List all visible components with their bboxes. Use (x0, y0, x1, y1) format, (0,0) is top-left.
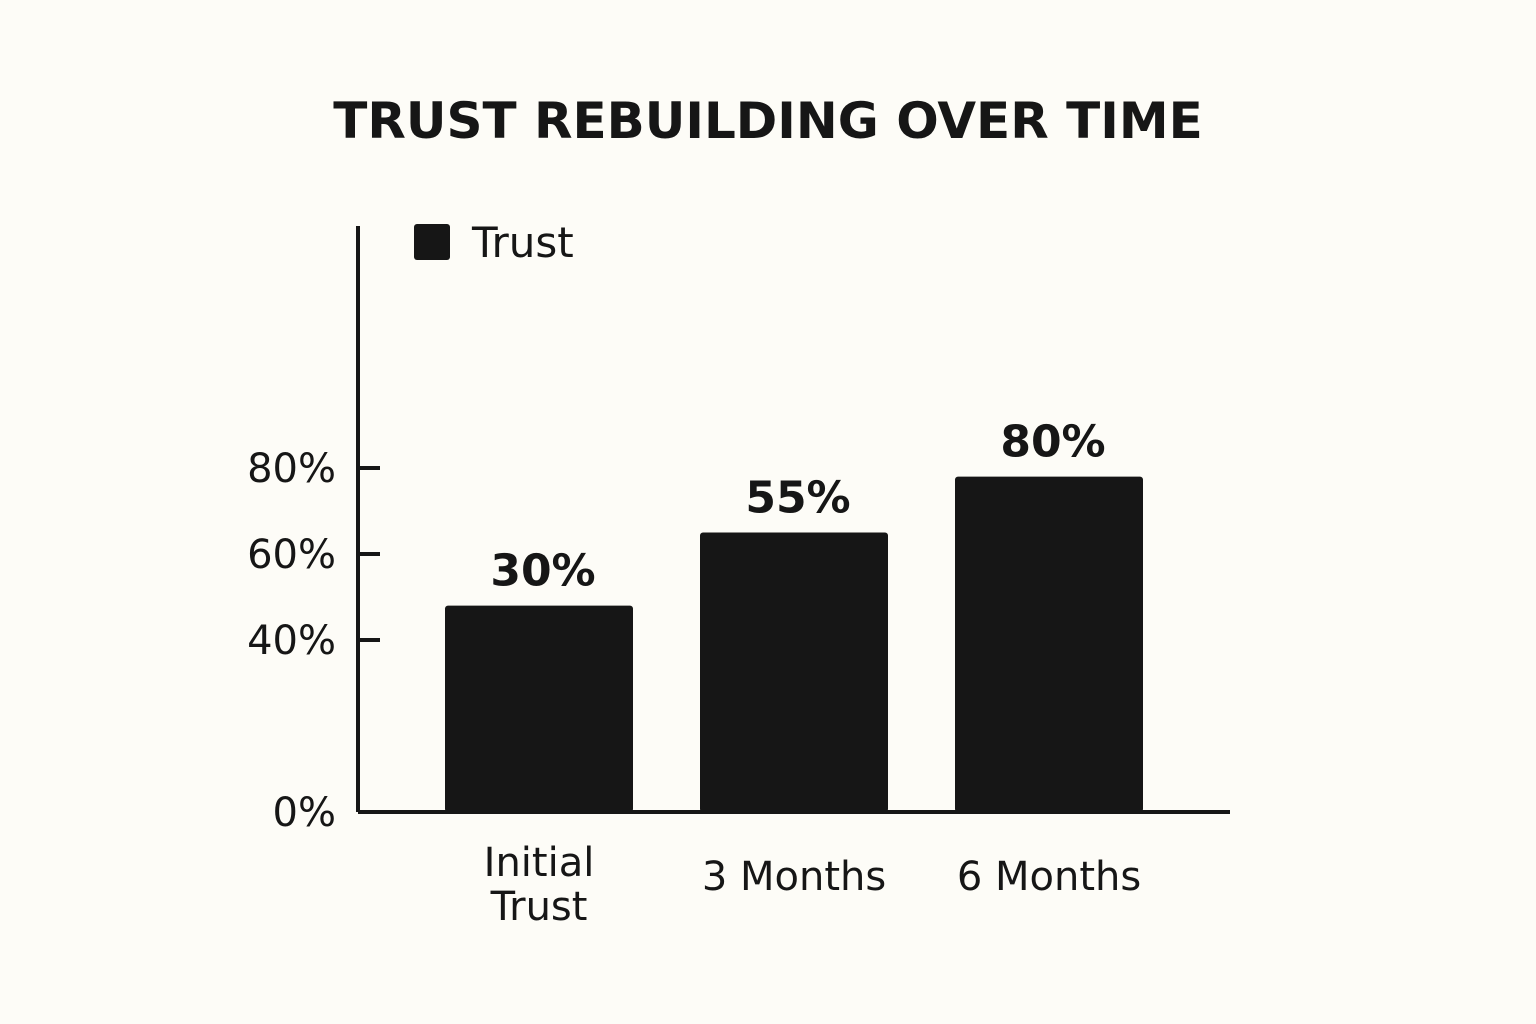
data-label: 55% (745, 473, 850, 524)
bar (445, 605, 633, 812)
data-label-group: 30% 55% 80% (490, 417, 1105, 597)
x-tick-label: 6 Months (957, 854, 1141, 900)
bar (955, 476, 1143, 812)
bar-group (445, 476, 1143, 812)
bar (700, 532, 888, 812)
y-tick-label: 0% (273, 790, 336, 836)
y-tick-label: 60% (247, 532, 336, 578)
x-tick-label: 3 Months (702, 854, 886, 900)
chart-title: TRUST REBUILDING OVER TIME (333, 92, 1203, 150)
x-tick-label: Initial (484, 840, 595, 886)
x-tick-label: Trust (490, 884, 588, 930)
y-tick-label: 40% (247, 618, 336, 664)
legend-label-trust: Trust (471, 218, 574, 267)
y-tick-label: 80% (247, 446, 336, 492)
legend: Trust (414, 218, 574, 267)
data-label: 80% (1000, 417, 1105, 468)
y-axis-ticks: 0% 40% 60% 80% (247, 446, 380, 836)
legend-swatch-trust (414, 224, 450, 260)
data-label: 30% (490, 546, 595, 597)
